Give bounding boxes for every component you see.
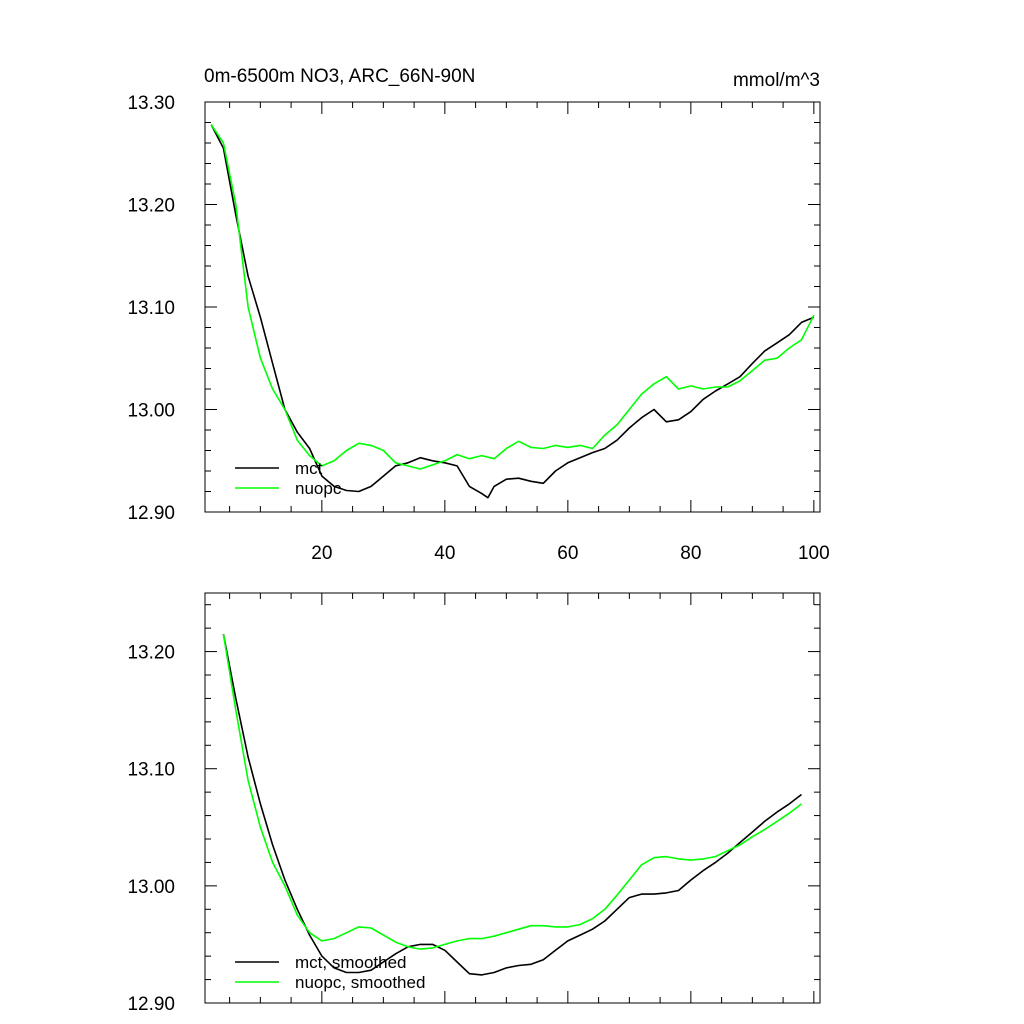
chart-units: mmol/m^3 xyxy=(733,70,820,91)
series-line xyxy=(210,124,815,499)
legend-label: mct xyxy=(295,459,323,478)
series-line xyxy=(222,633,802,976)
y-tick-label: 12.90 xyxy=(127,994,175,1015)
x-tick-label: 60 xyxy=(557,543,578,564)
series-line xyxy=(210,124,815,470)
x-tick-label: 100 xyxy=(798,543,830,564)
chart-title: 0m-6500m NO3, ARC_66N-90N xyxy=(204,66,475,87)
y-tick-label: 12.90 xyxy=(127,503,175,524)
y-tick-label: 13.30 xyxy=(127,93,175,114)
legend-label: mct, smoothed xyxy=(295,953,407,972)
top-panel: 20 40 60 80 100 12.90 13.00 13.10 13.20 13.30 mctn… xyxy=(127,93,829,564)
y-tick-label: 13.00 xyxy=(127,401,175,422)
bottom-panel: 12.90 13.00 13.10 13.20 mct, smoothednuopc, … xyxy=(127,592,821,1015)
x-tick-label: 20 xyxy=(311,543,332,564)
legend-label: nuopc, smoothed xyxy=(295,973,425,992)
plot-frame xyxy=(204,592,821,1004)
y-tick-label: 13.10 xyxy=(127,298,175,319)
y-tick-label: 13.00 xyxy=(127,877,175,898)
series-line xyxy=(222,633,802,950)
y-tick-label: 13.20 xyxy=(127,643,175,664)
y-tick-label: 13.20 xyxy=(127,196,175,217)
plot-frame xyxy=(204,101,821,513)
x-tick-label: 80 xyxy=(680,543,701,564)
legend-label: nuopc xyxy=(295,479,342,498)
y-tick-label: 13.10 xyxy=(127,760,175,781)
x-tick-label: 40 xyxy=(434,543,455,564)
